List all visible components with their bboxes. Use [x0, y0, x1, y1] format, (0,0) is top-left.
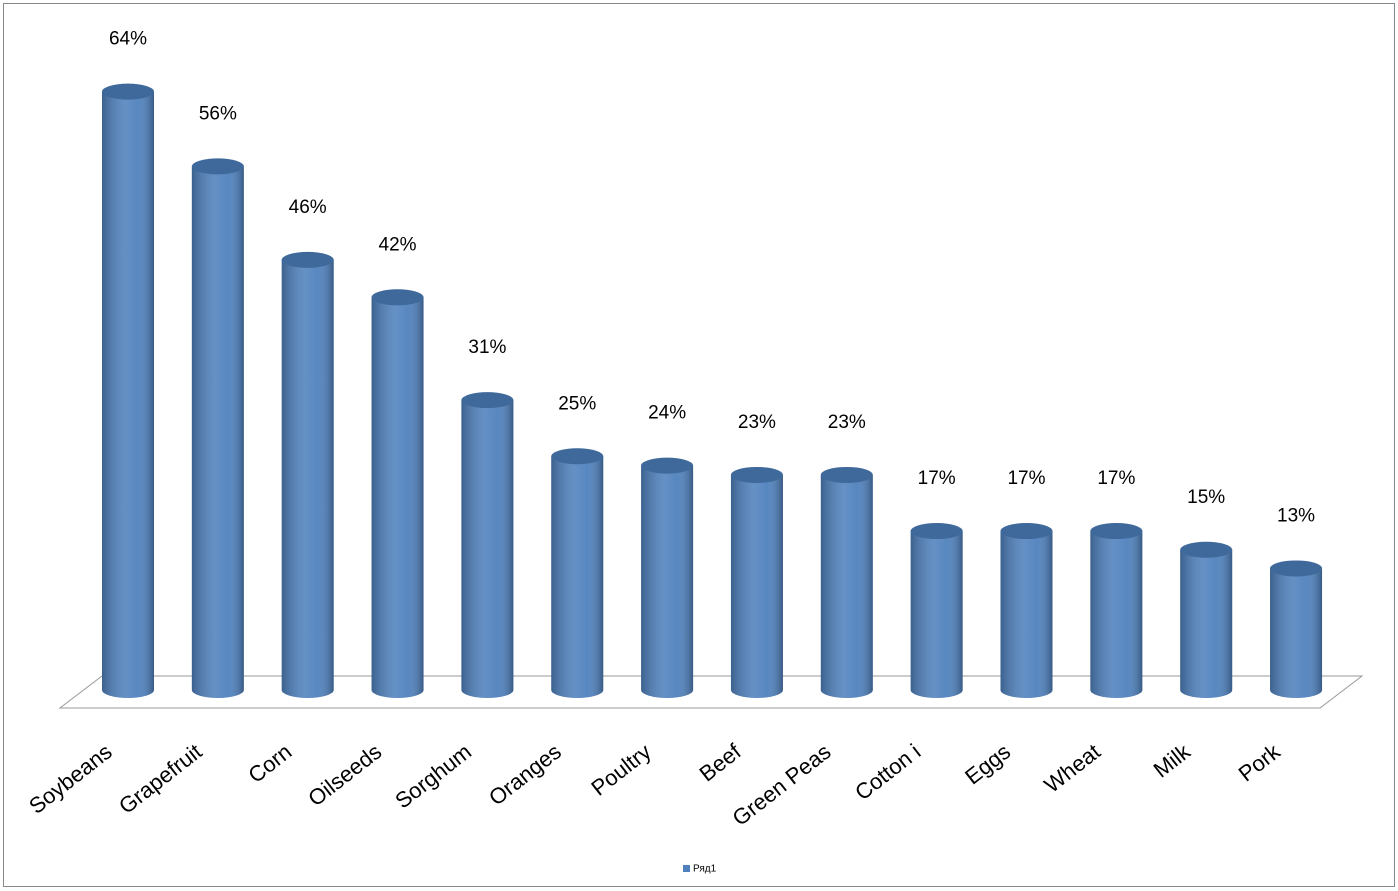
bar-top-shade: [1090, 523, 1143, 540]
value-label: 64%: [109, 29, 147, 50]
bar-top-shade: [102, 83, 154, 100]
bar-top-shade: [191, 158, 244, 175]
bar-top-shade: [461, 392, 514, 409]
bar-shade: [102, 91, 154, 699]
bar-top: [371, 289, 424, 306]
bar-shade: [730, 474, 783, 698]
bar-top: [641, 457, 694, 474]
value-label: 23%: [738, 412, 776, 433]
value-label: 46%: [289, 197, 327, 218]
bar-shade: [551, 456, 604, 698]
bar-top: [820, 466, 873, 483]
bar-top-shade: [820, 466, 873, 483]
bar-top: [1270, 560, 1323, 577]
value-label: 42%: [379, 234, 417, 255]
bar-shade: [820, 474, 873, 698]
bar-top-shade: [730, 466, 783, 483]
bar-shade: [1090, 531, 1143, 698]
bar-top: [191, 158, 244, 175]
bar-top-shade: [371, 289, 424, 306]
bar-shade: [910, 531, 963, 698]
value-label: 23%: [828, 412, 866, 433]
bar-shade: [641, 465, 694, 698]
bar-shade: [1180, 549, 1233, 698]
value-label: 31%: [468, 337, 506, 358]
bar-top-shade: [1270, 560, 1323, 577]
bar-top-shade: [910, 523, 963, 540]
bar-shade: [281, 259, 334, 698]
legend-label: Ряд1: [693, 864, 717, 875]
bar-top-shade: [641, 457, 694, 474]
bar-top: [102, 83, 154, 100]
bar-shade: [371, 297, 424, 698]
value-label: 25%: [558, 393, 596, 414]
bar-shade: [1000, 531, 1053, 698]
value-label: 17%: [918, 468, 956, 489]
value-label: 15%: [1187, 487, 1225, 508]
bar-top: [1180, 541, 1233, 558]
value-label: 13%: [1277, 505, 1315, 526]
bar-shade: [461, 400, 514, 698]
bar-shade: [1270, 568, 1323, 698]
bar-top: [551, 448, 604, 465]
bar-top-shade: [281, 251, 334, 268]
bar-top: [281, 251, 334, 268]
bar-top: [730, 466, 783, 483]
bar-top-shade: [1180, 541, 1233, 558]
value-label: 17%: [1007, 468, 1045, 489]
bar-shade: [191, 166, 244, 698]
bar-top: [1090, 523, 1143, 540]
bar-top: [461, 392, 514, 409]
value-label: 17%: [1097, 468, 1135, 489]
value-label: 56%: [199, 103, 237, 124]
value-label: 24%: [648, 403, 686, 424]
bar-top: [1000, 523, 1053, 540]
floor: [58, 675, 1364, 709]
bar-top: [910, 523, 963, 540]
legend-swatch: [683, 865, 690, 872]
bar-top-shade: [1000, 523, 1053, 540]
bar-top-shade: [551, 448, 604, 465]
